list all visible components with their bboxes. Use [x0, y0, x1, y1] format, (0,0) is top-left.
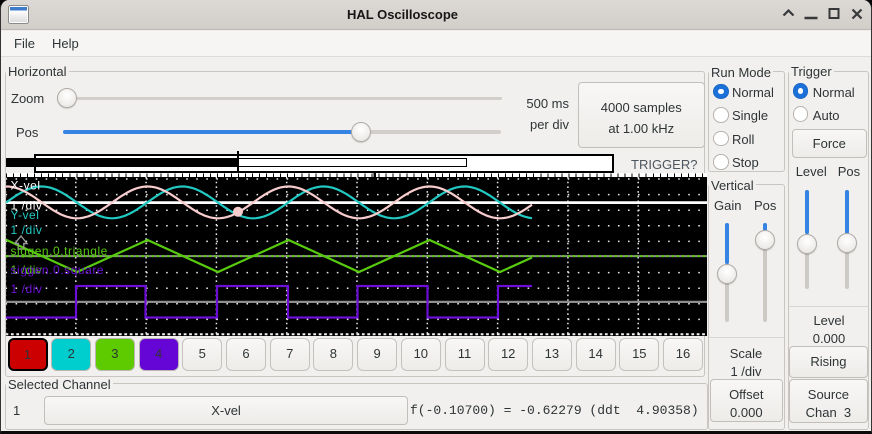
- svg-text:1 /div: 1 /div: [11, 282, 43, 296]
- svg-text:Y-vel: Y-vel: [11, 208, 40, 222]
- svg-text:siggen.0.square: siggen.0.square: [11, 263, 105, 277]
- svg-text:1 /div: 1 /div: [11, 223, 43, 237]
- svg-text:siggen.0.triangle: siggen.0.triangle: [11, 244, 108, 258]
- svg-text:X-vel: X-vel: [11, 179, 41, 193]
- svg-text:1 /div: 1 /div: [11, 263, 43, 277]
- svg-text:1 /div: 1 /div: [11, 199, 43, 213]
